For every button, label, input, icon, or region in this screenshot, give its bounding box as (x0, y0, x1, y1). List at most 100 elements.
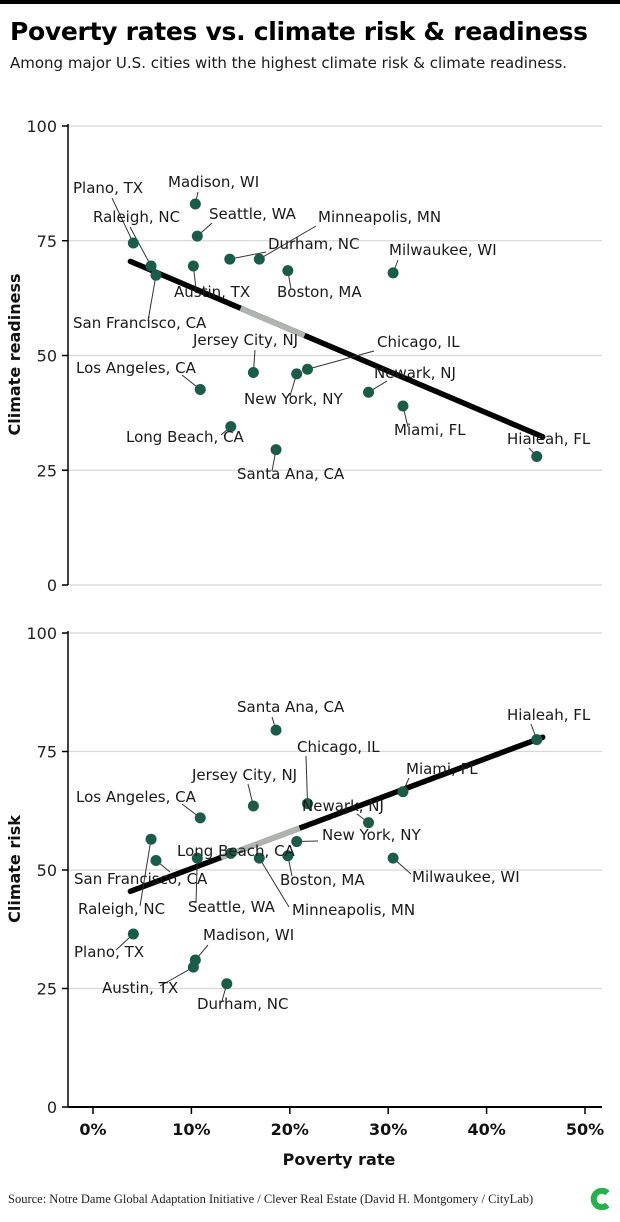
data-point (221, 978, 233, 990)
data-point (302, 798, 314, 810)
y-tick-label: 100 (26, 624, 57, 643)
data-point (194, 812, 206, 824)
y-tick-label: 50 (37, 347, 57, 366)
point-label: Hialeah, FL (507, 706, 591, 724)
point-label: Madison, WI (203, 926, 294, 944)
data-point (127, 237, 139, 249)
point-label: Seattle, WA (209, 205, 297, 223)
point-label: Los Angeles, CA (76, 788, 197, 806)
scatter-charts-svg: 0 25 50 75 100 Climate readiness Plano, TX Rale… (5, 117, 604, 1169)
data-point (191, 230, 203, 242)
data-point (225, 847, 237, 859)
data-point (150, 855, 162, 867)
x-tick-label: 30% (369, 1120, 407, 1139)
point-label: San Francisco, CA (74, 870, 208, 888)
leader-line (258, 857, 290, 908)
y-tick-label: 0 (47, 576, 57, 595)
leader-line (147, 275, 157, 322)
data-point (187, 961, 199, 973)
clever-logo-icon (590, 1188, 610, 1210)
point-label: Plano, TX (74, 943, 144, 961)
point-label: Jersey City, NJ (192, 331, 298, 349)
y-tick-label: 50 (37, 861, 57, 880)
data-point (145, 260, 157, 272)
x-tick-label: 50% (566, 1120, 604, 1139)
data-point (253, 852, 265, 864)
point-label: Seattle, WA (188, 898, 276, 916)
point-label: Hialeah, FL (507, 430, 591, 448)
point-label: Chicago, IL (297, 738, 380, 756)
x-tick-label: 0% (79, 1120, 106, 1139)
x-tick-label: 20% (271, 1120, 309, 1139)
leader-line (139, 839, 152, 907)
leader-line (259, 225, 317, 260)
point-label: Austin, TX (174, 283, 250, 301)
point-label: Long Beach, CA (177, 842, 296, 860)
point-label: Minneapolis, MN (292, 901, 415, 919)
point-label: Newark, NJ (302, 797, 384, 815)
data-point (247, 366, 259, 378)
trend-line-highlight (239, 305, 306, 339)
point-label: Raleigh, NC (78, 900, 165, 918)
y-tick-label: 25 (37, 461, 57, 480)
point-label: Miami, FL (394, 421, 466, 439)
chart-header: Poverty rates vs. climate risk & readine… (0, 0, 620, 100)
point-label: New York, NY (322, 826, 421, 844)
page-title: Poverty rates vs. climate risk & readine… (10, 17, 588, 46)
point-label: San Francisco, CA (73, 314, 207, 332)
data-point (145, 833, 157, 845)
leader-line (129, 226, 152, 267)
data-point (191, 852, 203, 864)
data-point (387, 267, 399, 279)
point-label: Jersey City, NJ (191, 766, 297, 784)
data-point (194, 383, 206, 395)
charts-container: 0 25 50 75 100 Climate readiness Plano, TX Rale… (0, 100, 620, 1180)
point-label: Los Angeles, CA (76, 359, 197, 377)
leader-line (159, 966, 194, 987)
point-label: Durham, NC (197, 995, 289, 1013)
data-point (189, 198, 201, 210)
data-point (282, 850, 294, 862)
point-label: Milwaukee, WI (389, 241, 497, 259)
point-label: Newark, NJ (374, 364, 456, 382)
data-point (270, 724, 282, 736)
clever-logo-path (590, 1188, 610, 1210)
data-point (531, 450, 543, 462)
data-point (247, 800, 259, 812)
data-point (397, 786, 409, 798)
y-tick-label: 100 (26, 117, 57, 136)
point-label: Boston, MA (280, 871, 365, 889)
data-point (531, 734, 543, 746)
point-label: Miami, FL (406, 760, 478, 778)
point-label: Chicago, IL (377, 333, 460, 351)
data-point (282, 265, 294, 277)
data-point (291, 836, 303, 848)
trend-line (127, 258, 546, 440)
data-point (224, 253, 236, 265)
data-point (302, 363, 314, 375)
chart-footer: Source: Notre Dame Global Adaptation Ini… (0, 1180, 620, 1218)
point-label: New York, NY (244, 390, 343, 408)
y-axis-title: Climate risk (5, 815, 24, 923)
point-label: Durham, NC (268, 235, 360, 253)
leader-line (229, 251, 267, 260)
data-point (387, 852, 399, 864)
point-label: Long Beach, CA (126, 428, 245, 446)
data-point (127, 928, 139, 940)
x-tick-label: 10% (172, 1120, 210, 1139)
leader-line (305, 755, 309, 804)
point-label: Austin, TX (102, 979, 178, 997)
data-point (270, 444, 282, 456)
leader-line (195, 858, 198, 904)
point-label: Plano, TX (73, 179, 143, 197)
point-label: Santa Ana, CA (237, 698, 345, 716)
page-subtitle: Among major U.S. cities with the highest… (10, 54, 568, 73)
y-axis-title: Climate readiness (5, 273, 24, 435)
y-tick-label: 75 (37, 743, 57, 762)
data-point (363, 386, 375, 398)
point-label: Milwaukee, WI (412, 868, 520, 886)
point-label: Madison, WI (168, 173, 259, 191)
data-point (291, 368, 303, 380)
data-point (253, 253, 265, 265)
